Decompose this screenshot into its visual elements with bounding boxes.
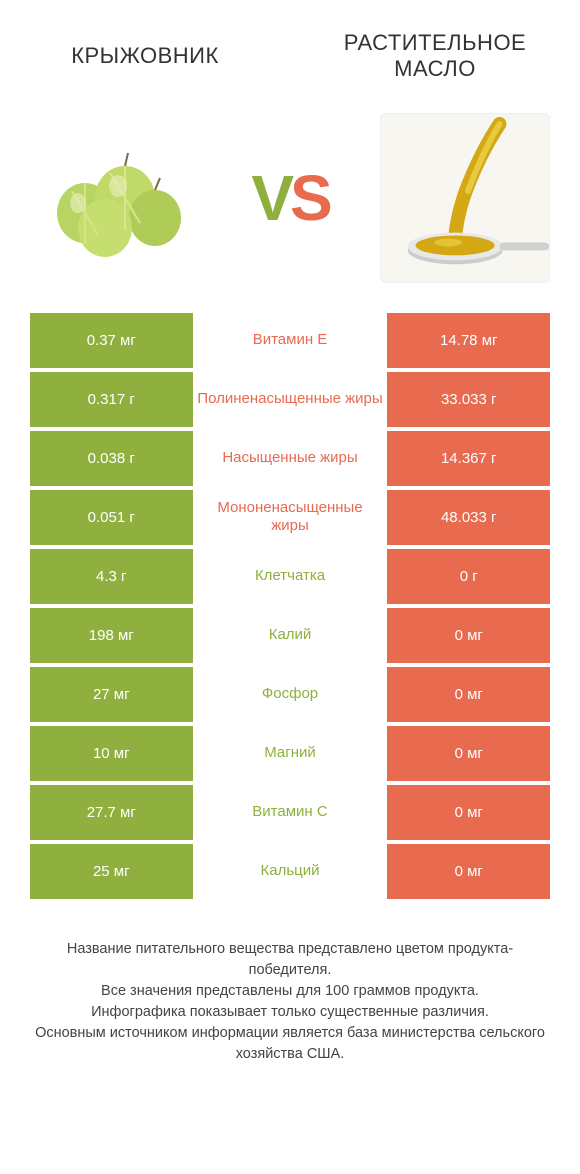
comparison-table: 0.37 мгВитамин E14.78 мг0.317 гПолиненас… bbox=[30, 313, 550, 899]
cell-nutrient-label: Клетчатка bbox=[193, 549, 388, 604]
vs-label: VS bbox=[251, 161, 328, 235]
cell-nutrient-label: Витамин E bbox=[193, 313, 388, 368]
table-row: 198 мгКалий0 мг bbox=[30, 608, 550, 663]
cell-left-value: 4.3 г bbox=[30, 549, 193, 604]
cell-nutrient-label: Кальций bbox=[193, 844, 388, 899]
cell-left-value: 27.7 мг bbox=[30, 785, 193, 840]
product-right-title: РАСТИТЕЛЬНОЕ МАСЛО bbox=[310, 30, 560, 83]
cell-left-value: 0.051 г bbox=[30, 490, 193, 545]
cell-right-value: 0 мг bbox=[387, 608, 550, 663]
cell-right-value: 0 мг bbox=[387, 785, 550, 840]
table-row: 0.051 гМононенасыщенные жиры48.033 г bbox=[30, 490, 550, 545]
table-row: 25 мгКальций0 мг bbox=[30, 844, 550, 899]
product-left-image bbox=[30, 113, 200, 283]
footer-line4: Основным источником информации является … bbox=[30, 1023, 550, 1065]
cell-left-value: 198 мг bbox=[30, 608, 193, 663]
cell-right-value: 33.033 г bbox=[387, 372, 550, 427]
table-row: 0.37 мгВитамин E14.78 мг bbox=[30, 313, 550, 368]
product-right-image bbox=[380, 113, 550, 283]
cell-right-value: 0 мг bbox=[387, 726, 550, 781]
cell-right-value: 14.367 г bbox=[387, 431, 550, 486]
table-row: 10 мгМагний0 мг bbox=[30, 726, 550, 781]
gooseberries-icon bbox=[30, 113, 200, 283]
cell-left-value: 10 мг bbox=[30, 726, 193, 781]
table-row: 27.7 мгВитамин C0 мг bbox=[30, 785, 550, 840]
vs-s: S bbox=[290, 161, 329, 235]
table-row: 0.038 гНасыщенные жиры14.367 г bbox=[30, 431, 550, 486]
cell-nutrient-label: Насыщенные жиры bbox=[193, 431, 388, 486]
product-right-title-line2: МАСЛО bbox=[310, 56, 560, 82]
images-row: VS bbox=[0, 93, 580, 313]
cell-right-value: 48.033 г bbox=[387, 490, 550, 545]
footer-line3: Инфографика показывает только существенн… bbox=[30, 1002, 550, 1023]
product-left-title: КРЫЖОВНИК bbox=[20, 43, 270, 69]
cell-left-value: 27 мг bbox=[30, 667, 193, 722]
cell-nutrient-label: Фосфор bbox=[193, 667, 388, 722]
table-row: 0.317 гПолиненасыщенные жиры33.033 г bbox=[30, 372, 550, 427]
cell-left-value: 25 мг bbox=[30, 844, 193, 899]
cell-left-value: 0.37 мг bbox=[30, 313, 193, 368]
cell-left-value: 0.317 г bbox=[30, 372, 193, 427]
footer-line1: Название питательного вещества представл… bbox=[30, 939, 550, 981]
cell-nutrient-label: Витамин C bbox=[193, 785, 388, 840]
cell-nutrient-label: Мононенасыщенные жиры bbox=[193, 490, 388, 545]
footer-notes: Название питательного вещества представл… bbox=[30, 939, 550, 1065]
footer-line2: Все значения представлены для 100 граммо… bbox=[30, 981, 550, 1002]
vs-v: V bbox=[251, 161, 290, 235]
cell-right-value: 0 мг bbox=[387, 844, 550, 899]
table-row: 4.3 гКлетчатка0 г bbox=[30, 549, 550, 604]
oil-pour-icon bbox=[381, 113, 549, 283]
cell-right-value: 0 мг bbox=[387, 667, 550, 722]
cell-nutrient-label: Магний bbox=[193, 726, 388, 781]
header: КРЫЖОВНИК РАСТИТЕЛЬНОЕ МАСЛО bbox=[0, 0, 580, 93]
cell-right-value: 0 г bbox=[387, 549, 550, 604]
table-row: 27 мгФосфор0 мг bbox=[30, 667, 550, 722]
cell-nutrient-label: Калий bbox=[193, 608, 388, 663]
cell-right-value: 14.78 мг bbox=[387, 313, 550, 368]
cell-left-value: 0.038 г bbox=[30, 431, 193, 486]
product-right-title-line1: РАСТИТЕЛЬНОЕ bbox=[310, 30, 560, 56]
cell-nutrient-label: Полиненасыщенные жиры bbox=[193, 372, 388, 427]
